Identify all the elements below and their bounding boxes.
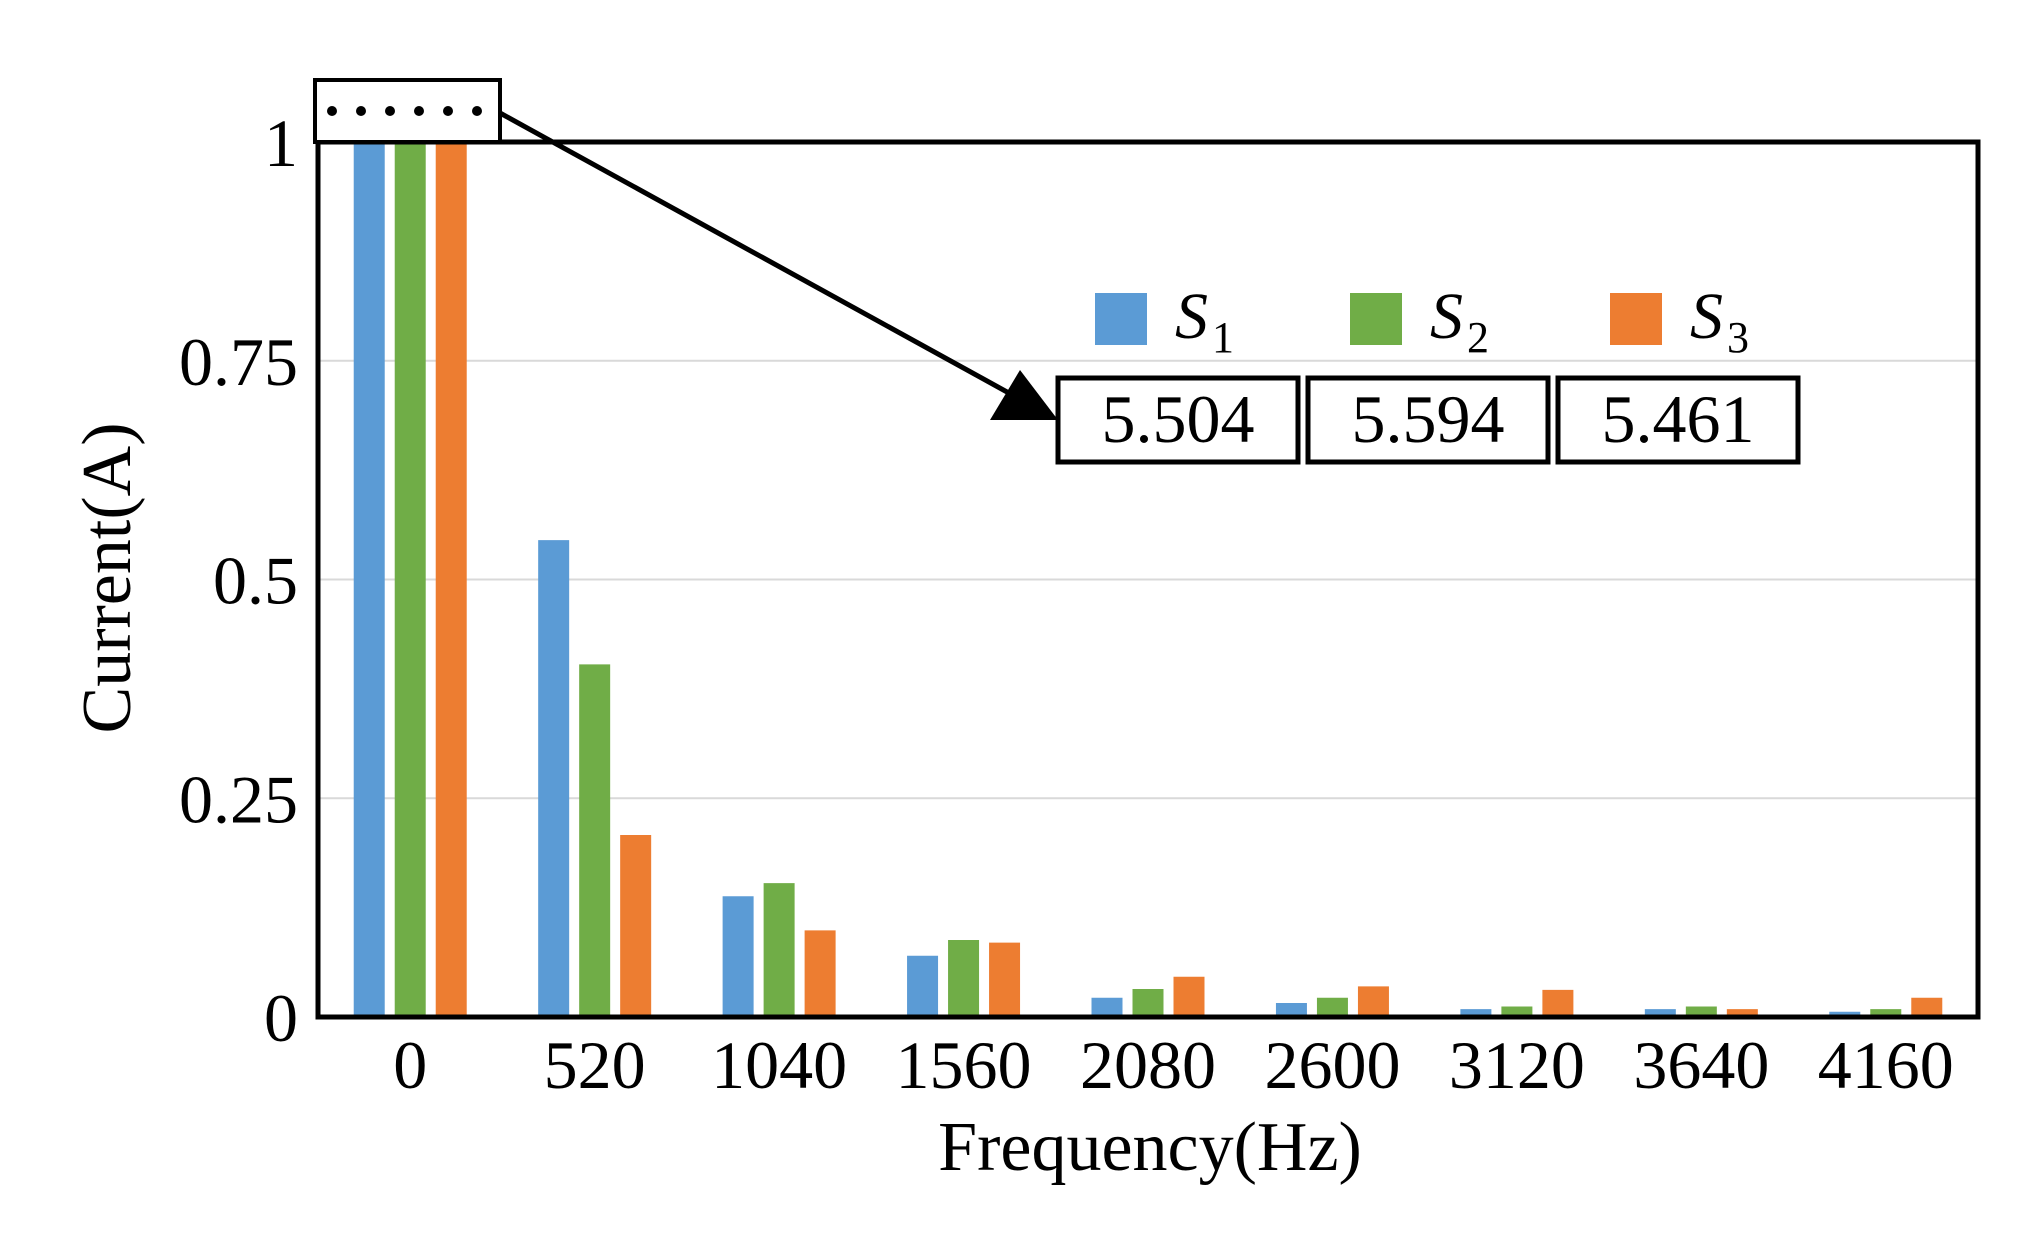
x-tick-labels: 0 520 1040 1560 2080 2600 3120 3640 4160 <box>393 1027 1954 1103</box>
zoom-dot <box>385 106 395 116</box>
callout-arrow-line <box>498 110 1020 401</box>
bar-s3-3120 <box>1542 989 1574 1017</box>
legend-label-s2: S2 <box>1430 280 1489 362</box>
bar-s3-1560 <box>989 942 1021 1017</box>
x-tick-label: 3120 <box>1449 1027 1585 1103</box>
x-tick-label: 3640 <box>1633 1027 1769 1103</box>
y-tick-label: 0.5 <box>213 543 298 619</box>
zoom-marker-dots <box>327 106 482 116</box>
zoom-dot <box>443 106 453 116</box>
callout-box-3 <box>1555 375 1801 465</box>
zoom-dot <box>327 106 337 116</box>
bar-s3-2080 <box>1173 976 1205 1017</box>
plot-frame <box>315 139 1981 1020</box>
x-axis-title: Frequency(Hz) <box>938 1109 1362 1186</box>
y-tick-labels: 0 0.25 0.5 0.75 1 <box>179 105 298 1056</box>
bar-s2-2600 <box>1316 997 1348 1017</box>
bar-s1-3120 <box>1460 1009 1492 1017</box>
zoom-marker <box>313 78 502 144</box>
callout-box-2 <box>1305 375 1551 465</box>
callout-value-2: 5.594 <box>1352 381 1505 457</box>
bar-s3-520 <box>620 835 652 1017</box>
bars <box>353 142 1943 1017</box>
bar-s2-520 <box>579 664 611 1017</box>
legend-swatch-s1 <box>1095 293 1147 345</box>
y-tick-label: 0.25 <box>179 761 298 837</box>
bar-s2-0 <box>394 142 426 1017</box>
x-tick-label: 2600 <box>1264 1027 1400 1103</box>
bar-s1-4160 <box>1829 1011 1861 1017</box>
zoom-marker-box <box>313 78 502 144</box>
x-tick-label: 4160 <box>1818 1027 1954 1103</box>
legend-swatch-s2 <box>1350 293 1402 345</box>
callout-value-3: 5.461 <box>1602 381 1755 457</box>
bar-s1-0 <box>353 142 385 1017</box>
bar-s1-520 <box>538 540 570 1017</box>
x-tick-label: 520 <box>544 1027 646 1103</box>
bar-s2-1560 <box>948 940 980 1017</box>
callout-value-1: 5.504 <box>1102 381 1255 457</box>
legend-label-s3: S3 <box>1690 280 1749 362</box>
x-tick-label: 0 <box>393 1027 427 1103</box>
legend: S1 S2 S3 <box>1095 280 1749 362</box>
bar-s3-1040 <box>804 930 836 1017</box>
x-tick-label: 1040 <box>711 1027 847 1103</box>
y-axis-title: Current(A) <box>69 422 146 733</box>
y-tick-label: 0.75 <box>179 324 298 400</box>
legend-swatch-s3 <box>1610 293 1662 345</box>
bar-s2-1040 <box>763 883 795 1017</box>
y-tick-label: 1 <box>264 105 298 181</box>
bar-s2-3120 <box>1501 1006 1533 1017</box>
bar-s3-3640 <box>1726 1009 1758 1017</box>
zoom-dot <box>414 106 424 116</box>
bar-s3-2600 <box>1357 986 1389 1017</box>
bar-s2-4160 <box>1870 1009 1902 1017</box>
bar-s1-2080 <box>1091 997 1123 1017</box>
x-tick-label: 2080 <box>1080 1027 1216 1103</box>
callout-arrow-head <box>990 370 1058 420</box>
bar-s1-1560 <box>907 955 939 1017</box>
bar-s1-3640 <box>1644 1009 1676 1017</box>
callout-arrow <box>498 110 1058 420</box>
bar-s1-2600 <box>1275 1003 1307 1017</box>
bar-s3-4160 <box>1911 997 1943 1017</box>
bar-s3-0 <box>435 142 467 1017</box>
bar-s1-1040 <box>722 896 754 1017</box>
bar-s2-2080 <box>1132 989 1164 1017</box>
bar-s2-3640 <box>1685 1006 1717 1017</box>
zoom-dot <box>356 106 366 116</box>
callout-values: 5.504 5.594 5.461 <box>1055 375 1801 465</box>
legend-label-s1: S1 <box>1175 280 1234 362</box>
callout-box-1 <box>1055 375 1301 465</box>
zoom-dot <box>472 106 482 116</box>
y-tick-label: 0 <box>264 980 298 1056</box>
x-tick-label: 1560 <box>896 1027 1032 1103</box>
